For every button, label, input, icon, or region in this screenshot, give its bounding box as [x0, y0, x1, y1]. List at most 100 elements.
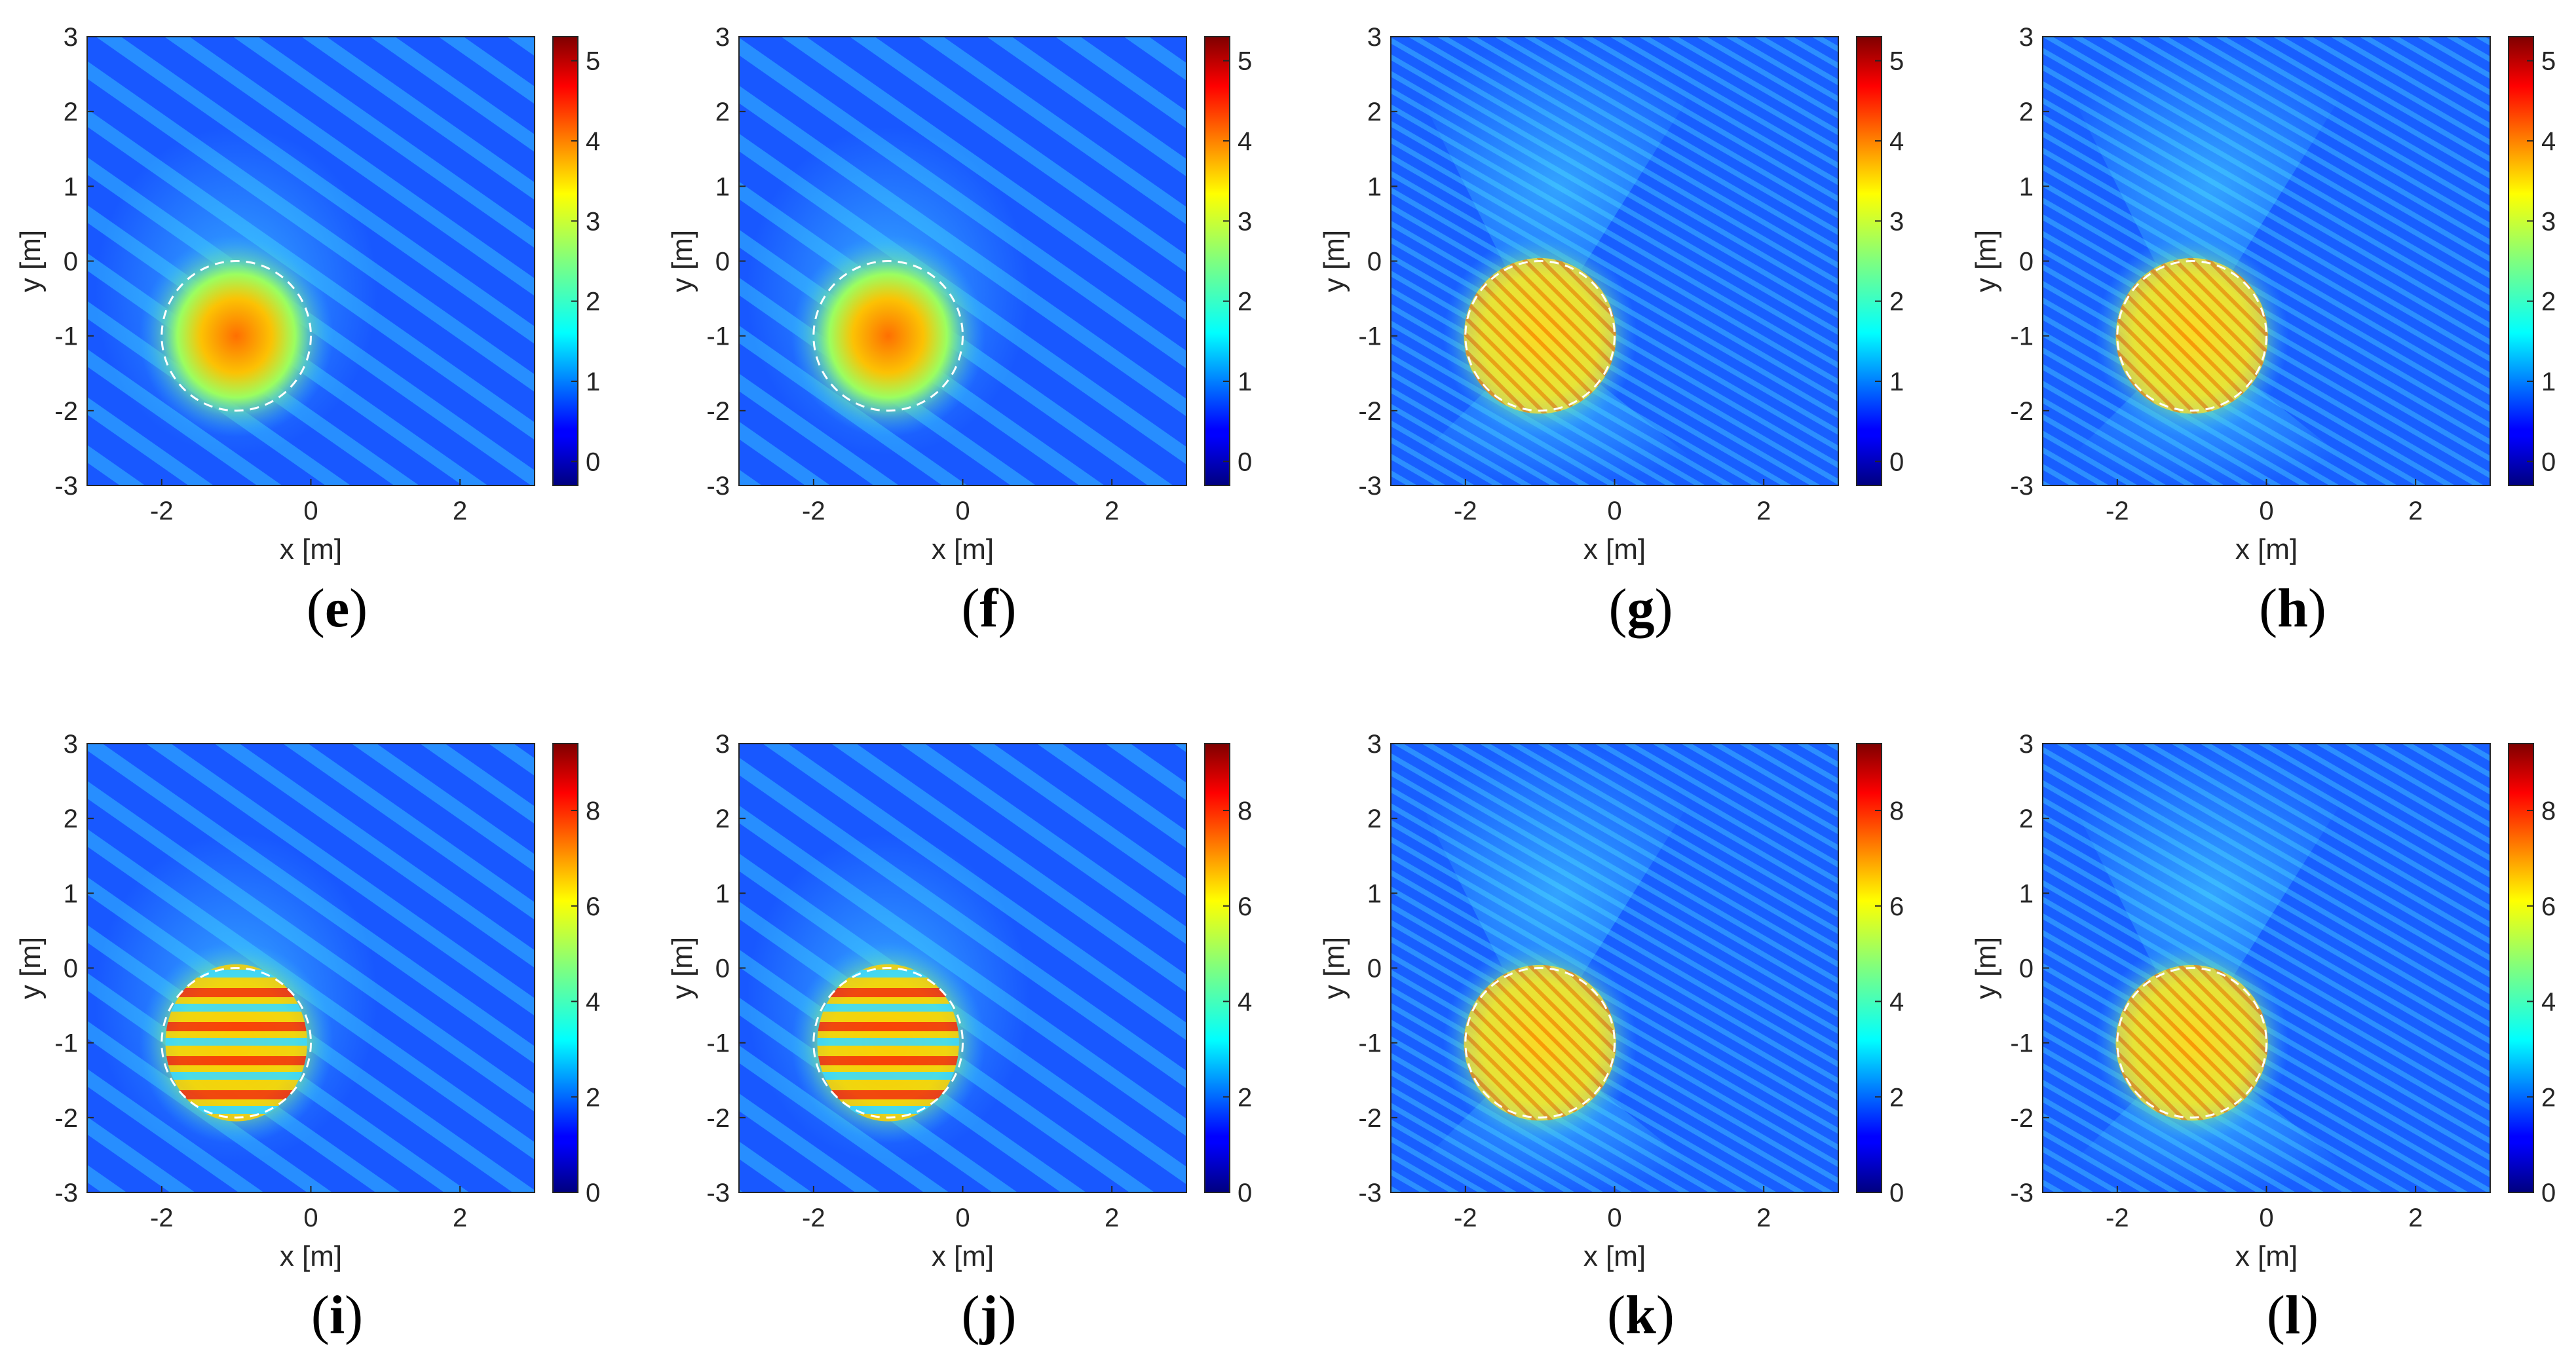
y-tick-label: 3 [715, 730, 730, 759]
colorbar-tick-label: 2 [1889, 288, 1904, 316]
focusing-bands [165, 964, 307, 1122]
scatter-lobe-upper [1391, 744, 1727, 1043]
colorbar-tick-label: 0 [2541, 447, 2556, 476]
panel-h: -2 0 2 -3 -2 -1 0 1 2 3 x [m] y [m] 0 1 2 3 4 5 (h) [1970, 23, 2556, 639]
colorbar: 0 2 4 6 8 [1856, 743, 1904, 1207]
y-axis-label: y [m] [1318, 230, 1350, 292]
y-tick-label: 1 [715, 172, 730, 201]
x-tick-label: 0 [1607, 497, 1621, 525]
panel-k: -2 0 2 -3 -2 -1 0 1 2 3 x [m] y [m] 0 2 4 6 8 (k) [1318, 730, 1904, 1346]
scatter-lobe-upper [2043, 37, 2379, 336]
x-tick-label: 2 [453, 497, 467, 525]
x-tick-label: -2 [1454, 497, 1477, 525]
x-tick-label: 2 [1105, 497, 1119, 525]
colorbar-gradient [2508, 36, 2534, 486]
panel-caption: (k) [1607, 1285, 1675, 1346]
y-tick-label: -1 [54, 322, 78, 351]
colorbar-tick-label: 5 [1889, 47, 1904, 76]
colorbar: 0 2 4 6 8 [1204, 743, 1252, 1207]
y-tick-label: 0 [715, 955, 730, 983]
y-tick-label: -1 [54, 1029, 78, 1058]
y-tick-label: 1 [64, 879, 78, 908]
interference-rings [2115, 257, 2268, 414]
heatmap-field [87, 37, 535, 485]
x-tick-label: 2 [1756, 497, 1771, 525]
panel-f: -2 0 2 -3 -2 -1 0 1 2 3 x [m] y [m] 0 1 2 3 4 5 (f) [666, 23, 1252, 639]
panel-caption: (h) [2259, 578, 2326, 639]
x-tick-label: 2 [2408, 1204, 2423, 1232]
y-axis-label: y [m] [14, 937, 47, 999]
colorbar: 0 1 2 3 4 5 [1856, 36, 1904, 486]
scatterer-outline [1464, 260, 1616, 412]
colorbar: 0 2 4 6 8 [552, 743, 600, 1207]
colorbar-tick-label: 3 [2541, 207, 2556, 236]
colorbar: 0 1 2 3 4 5 [1204, 36, 1252, 486]
panel-e: -2 0 2 -3 -2 -1 0 1 2 3 x [m] y [m] 0 1 2 3 4 5 (e) [14, 23, 600, 639]
x-tick-label: -2 [802, 1204, 825, 1232]
y-tick-label: 0 [1367, 955, 1382, 983]
y-axis-label: y [m] [14, 230, 47, 292]
y-tick-label: -2 [54, 397, 78, 426]
scatterer-outline [161, 967, 312, 1119]
scatterer-outline [161, 260, 312, 412]
x-tick-label: -2 [150, 1204, 174, 1232]
heatmap-field [1391, 37, 1838, 485]
colorbar-gradient [2508, 743, 2534, 1193]
colorbar-tick-label: 2 [586, 288, 600, 316]
y-tick-label: 1 [2019, 879, 2034, 908]
y-tick-label: -3 [706, 472, 730, 501]
x-axis-label: x [m] [932, 533, 994, 565]
y-tick-label: 0 [2019, 248, 2034, 276]
scatterer-outline [2116, 967, 2268, 1119]
colorbar-tick-label: 6 [1238, 892, 1252, 921]
colorbar-tick-label: 0 [1889, 1179, 1904, 1207]
y-tick-label: 1 [64, 172, 78, 201]
y-tick-label: -3 [54, 472, 78, 501]
panel-j: -2 0 2 -3 -2 -1 0 1 2 3 x [m] y [m] 0 2 4 6 8 (j) [666, 730, 1252, 1346]
y-tick-label: 0 [1367, 248, 1382, 276]
scatterer-outline [812, 260, 964, 412]
x-tick-label: 2 [1756, 1204, 1771, 1232]
colorbar-tick-label: 4 [1889, 127, 1904, 156]
y-tick-label: -3 [1358, 1179, 1382, 1207]
y-tick-label: -1 [2010, 1029, 2034, 1058]
colorbar-tick-label: 2 [2541, 1083, 2556, 1112]
y-tick-label: 3 [64, 23, 78, 52]
x-tick-label: 2 [453, 1204, 467, 1232]
colorbar-tick-label: 2 [1238, 1083, 1252, 1112]
x-tick-label: -2 [1454, 1204, 1477, 1232]
colorbar-gradient [1856, 36, 1882, 486]
y-tick-label: 1 [715, 879, 730, 908]
panel-caption: (f) [962, 578, 1017, 639]
x-axis-label: x [m] [280, 533, 342, 565]
heatmap-field [739, 744, 1186, 1192]
colorbar-tick-label: 4 [1889, 988, 1904, 1017]
y-tick-label: 1 [1367, 879, 1382, 908]
y-tick-label: -1 [2010, 322, 2034, 351]
colorbar-tick-label: 8 [586, 797, 600, 826]
y-tick-label: 2 [2019, 98, 2034, 126]
y-tick-label: 3 [2019, 23, 2034, 52]
colorbar: 0 1 2 3 4 5 [2508, 36, 2556, 486]
x-axis-label: x [m] [2235, 1240, 2298, 1272]
heatmap-field [2043, 744, 2490, 1192]
y-tick-label: -2 [2010, 1104, 2034, 1133]
y-tick-label: 0 [715, 248, 730, 276]
colorbar: 0 1 2 3 4 5 [552, 36, 600, 486]
panel-caption: (g) [1609, 578, 1673, 639]
y-tick-label: -3 [706, 1179, 730, 1207]
heatmap-field [87, 744, 535, 1192]
x-tick-label: 0 [303, 1204, 318, 1232]
y-tick-label: 3 [64, 730, 78, 759]
colorbar-gradient [1856, 743, 1882, 1193]
panel-caption: (j) [962, 1285, 1017, 1346]
colorbar-tick-label: 2 [586, 1083, 600, 1112]
y-tick-label: -2 [1358, 1104, 1382, 1133]
colorbar-tick-label: 2 [1889, 1083, 1904, 1112]
y-axis-label: y [m] [666, 230, 698, 292]
colorbar-tick-label: 6 [2541, 892, 2556, 921]
y-tick-label: 3 [715, 23, 730, 52]
colorbar-tick-label: 1 [1238, 368, 1252, 396]
